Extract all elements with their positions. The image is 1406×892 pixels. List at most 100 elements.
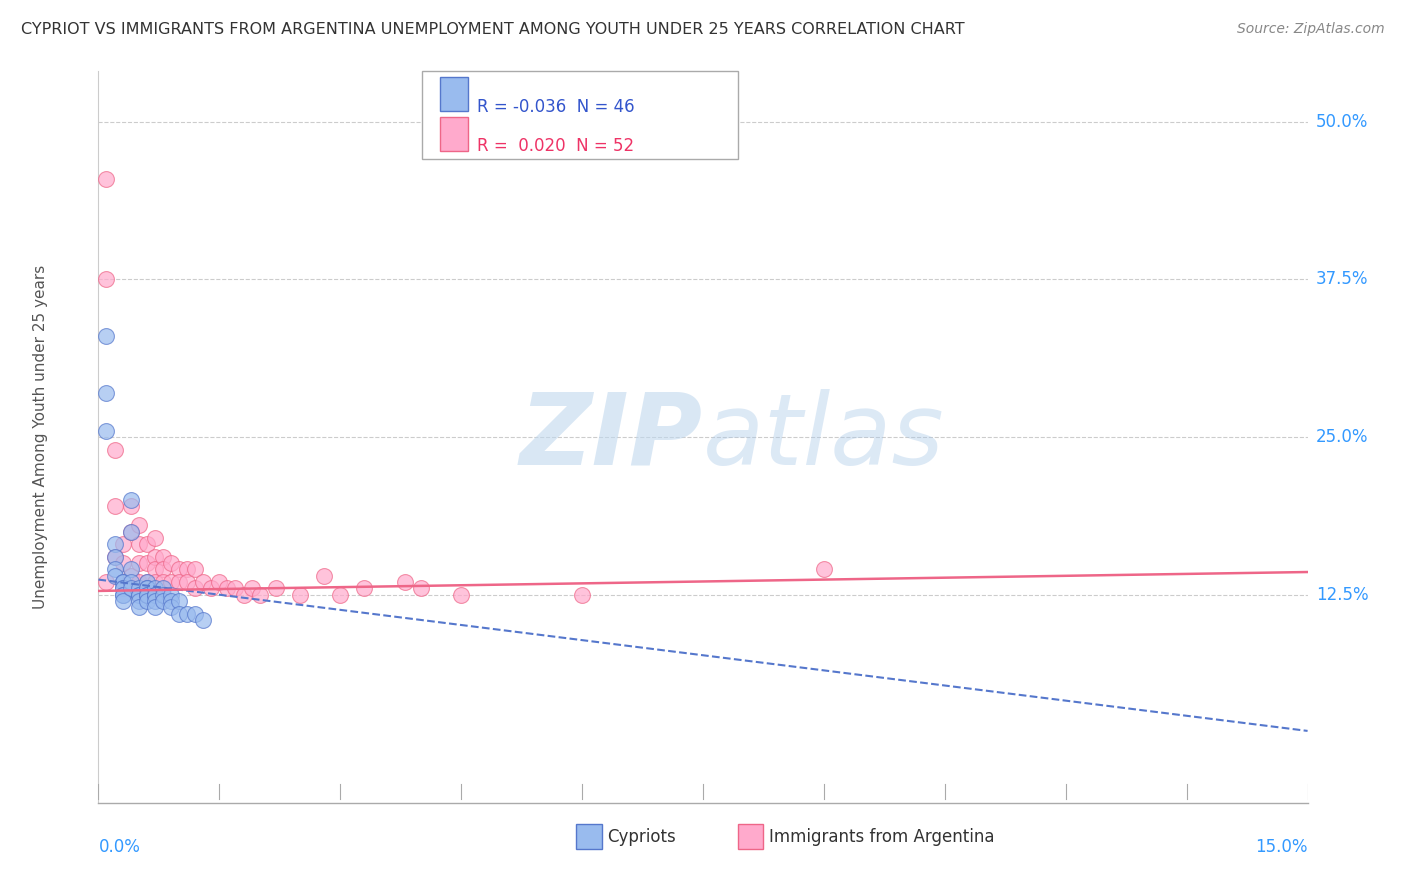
Point [152,562,174,576]
Point [111,594,134,608]
Point [167,594,190,608]
Text: 15.0%: 15.0% [1256,838,1308,856]
Text: 25.0%: 25.0% [1316,428,1368,446]
Point [120,524,142,539]
Point [409,582,432,596]
Point [111,575,134,590]
Point [103,500,125,514]
Point [120,562,142,576]
Point [96,272,118,286]
Point [208,575,231,590]
Point [160,575,183,590]
Point [143,600,166,615]
Point [314,569,336,583]
Point [111,582,134,596]
Point [152,594,174,608]
Point [96,575,118,590]
Point [135,582,157,596]
Point [120,569,142,583]
Point [135,582,157,596]
Point [224,582,246,596]
Point [143,531,166,545]
Point [160,594,183,608]
Point [128,582,150,596]
Text: Unemployment Among Youth under 25 years: Unemployment Among Youth under 25 years [32,265,48,609]
Point [249,588,271,602]
Point [128,588,150,602]
Point [111,582,134,596]
Point [111,588,134,602]
Point [120,575,142,590]
Text: 50.0%: 50.0% [1316,112,1368,131]
Text: 0.0%: 0.0% [98,838,141,856]
Point [143,582,166,596]
Point [120,524,142,539]
Point [176,575,198,590]
Point [160,600,183,615]
Point [184,582,207,596]
Text: Cypriots: Cypriots [607,828,676,846]
Point [394,575,416,590]
Point [135,575,157,590]
Point [128,556,150,570]
Point [135,588,157,602]
Point [167,607,190,621]
Point [135,556,157,570]
Point [152,549,174,564]
Point [103,569,125,583]
Point [240,582,263,596]
Point [128,537,150,551]
Point [111,556,134,570]
Text: 37.5%: 37.5% [1316,270,1368,288]
Point [128,594,150,608]
Point [128,600,150,615]
Point [193,613,215,627]
Point [135,588,157,602]
Point [128,518,150,533]
Point [96,424,118,438]
Point [152,582,174,596]
Text: Immigrants from Argentina: Immigrants from Argentina [769,828,994,846]
Text: Source: ZipAtlas.com: Source: ZipAtlas.com [1237,22,1385,37]
Point [160,556,183,570]
Text: CYPRIOT VS IMMIGRANTS FROM ARGENTINA UNEMPLOYMENT AMONG YOUTH UNDER 25 YEARS COR: CYPRIOT VS IMMIGRANTS FROM ARGENTINA UNE… [21,22,965,37]
Point [120,493,142,508]
Point [96,386,118,401]
Point [103,537,125,551]
Point [152,588,174,602]
Point [232,588,254,602]
Point [128,588,150,602]
Point [176,562,198,576]
Point [450,588,472,602]
Point [143,594,166,608]
Point [160,588,183,602]
Text: ZIP: ZIP [520,389,703,485]
Text: atlas: atlas [703,389,945,485]
Point [120,500,142,514]
Point [353,582,375,596]
Text: R = -0.036  N = 46: R = -0.036 N = 46 [477,98,634,116]
Point [571,588,593,602]
Point [184,562,207,576]
Point [111,537,134,551]
Point [103,442,125,457]
Point [143,562,166,576]
Point [111,588,134,602]
Point [111,575,134,590]
Point [167,562,190,576]
Point [217,582,239,596]
Point [120,582,142,596]
Point [193,575,215,590]
Text: 12.5%: 12.5% [1316,586,1368,604]
Point [264,582,287,596]
Point [813,562,835,576]
Point [103,562,125,576]
Text: R =  0.020  N = 52: R = 0.020 N = 52 [477,137,634,155]
Point [135,537,157,551]
Point [135,594,157,608]
Point [288,588,311,602]
Point [96,329,118,343]
Point [143,575,166,590]
Point [143,588,166,602]
Point [167,575,190,590]
